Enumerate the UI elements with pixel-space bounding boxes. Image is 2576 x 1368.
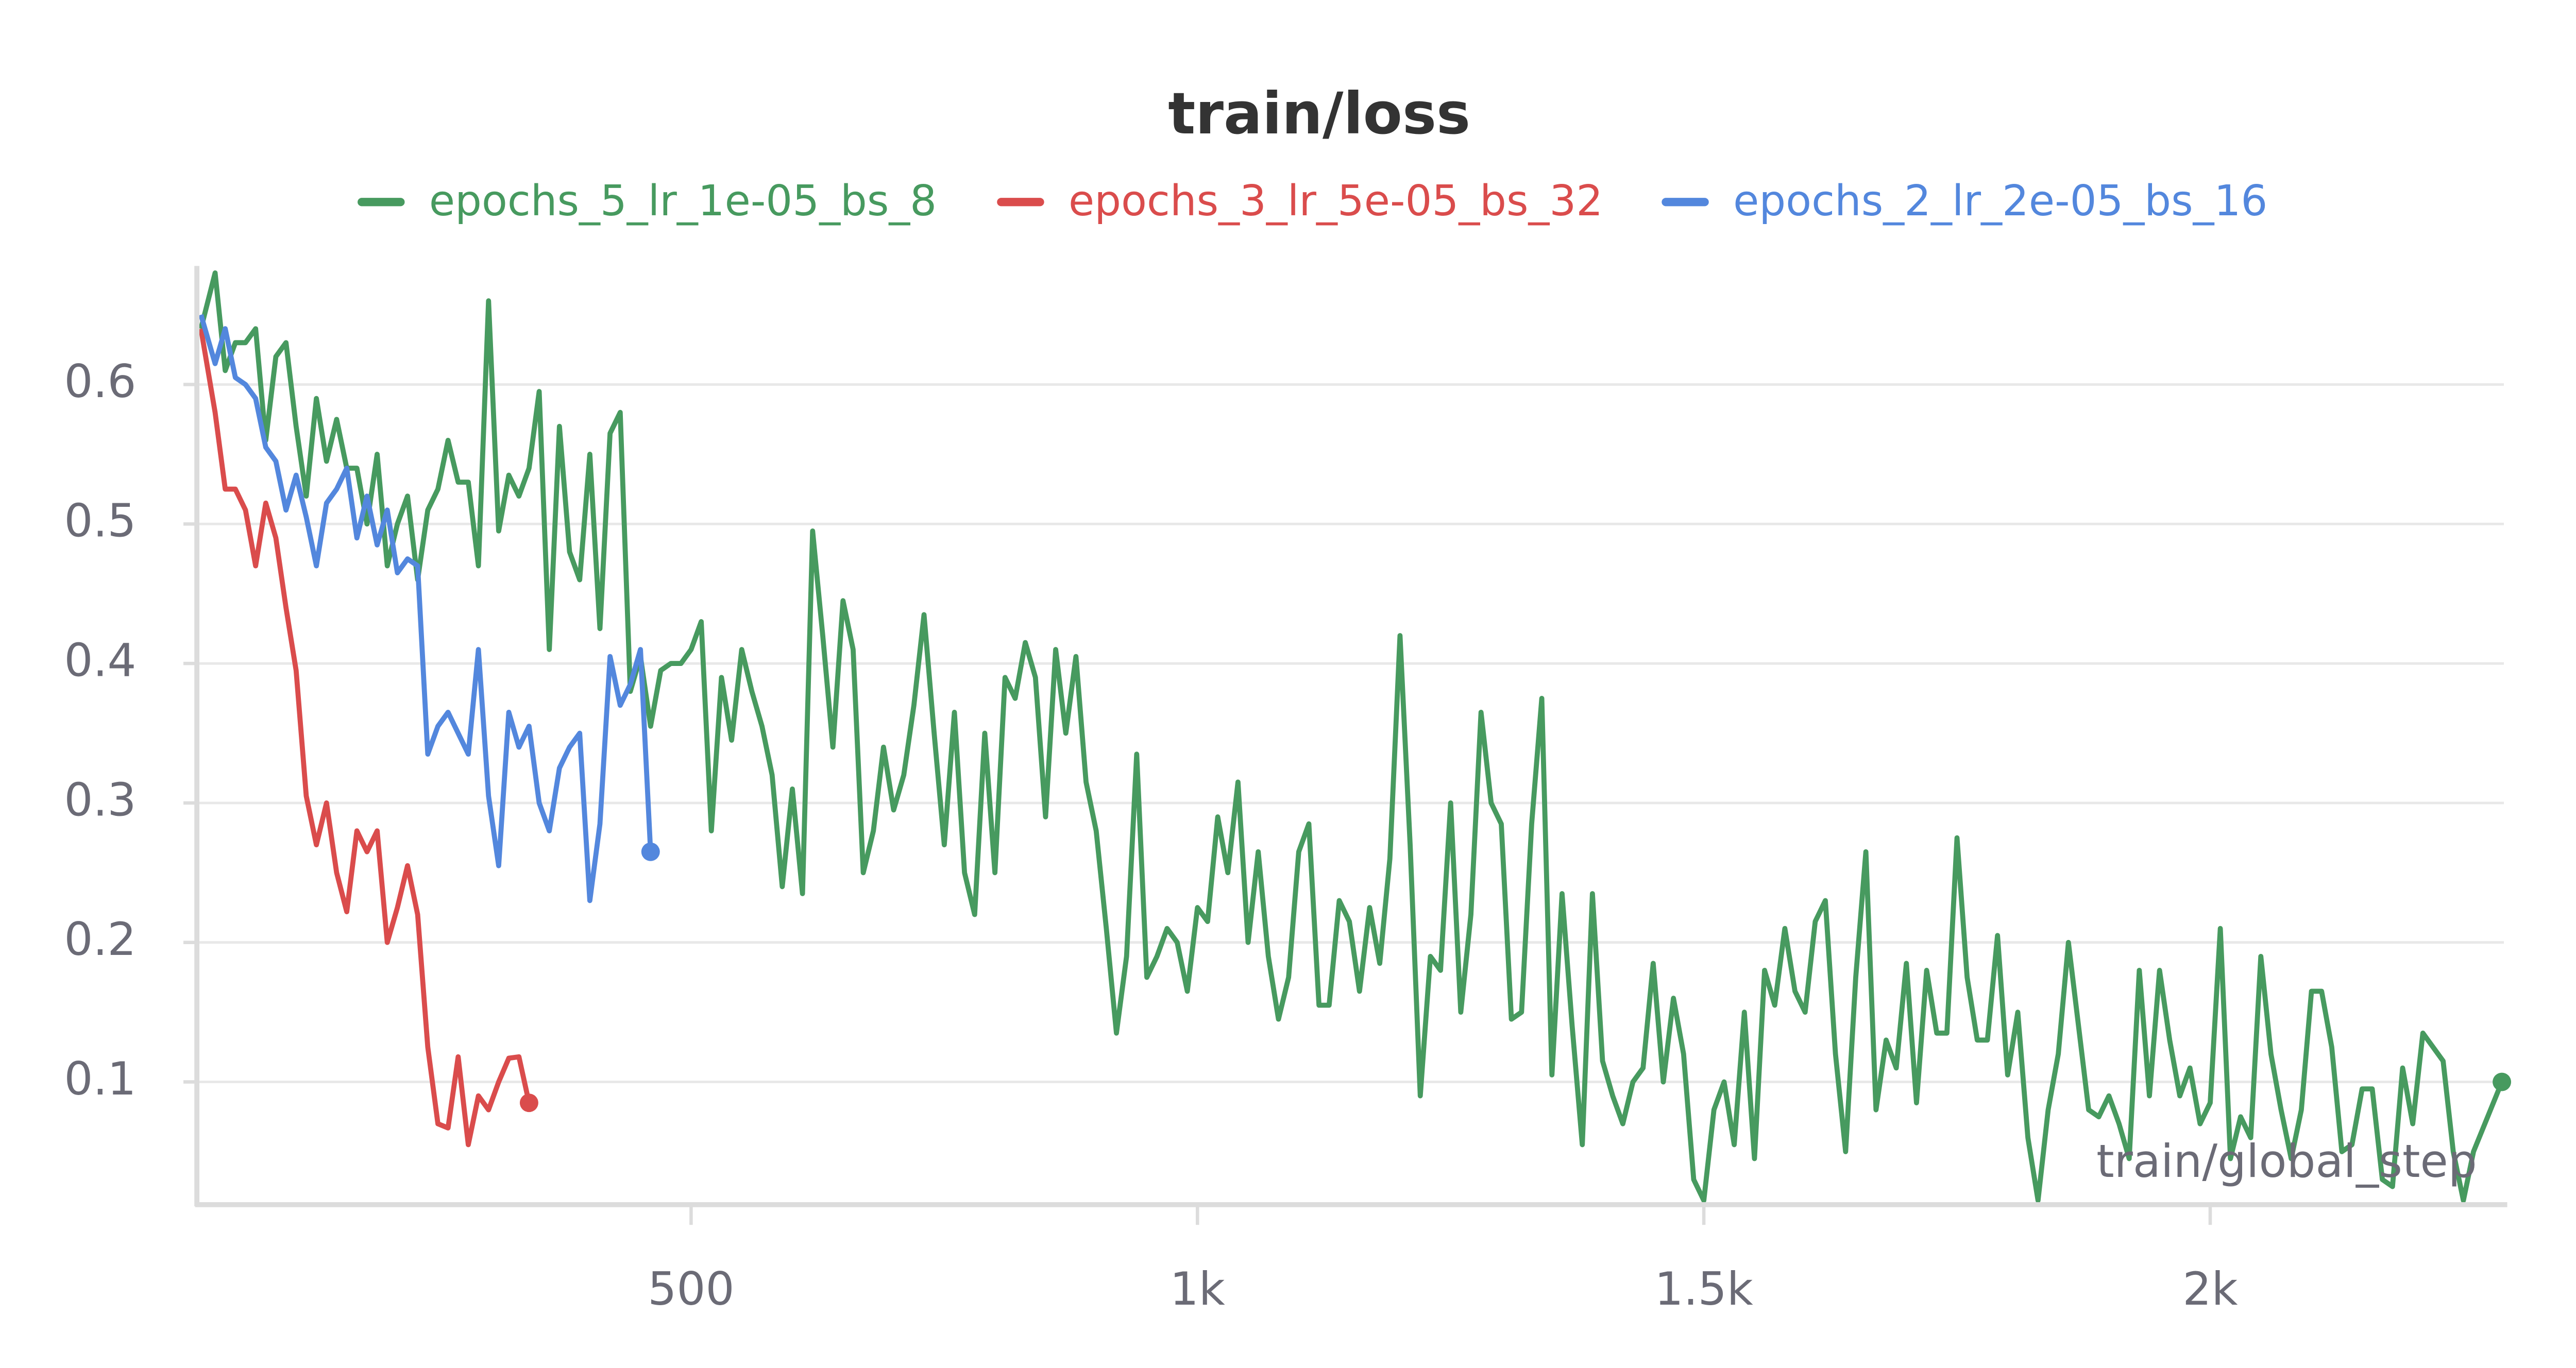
- y-tick-label: 0.4: [64, 634, 136, 687]
- end-point: [641, 842, 660, 861]
- x-axis-label: train/global_step: [2096, 1135, 2477, 1188]
- legend-label: epochs_5_lr_1e-05_bs_8: [429, 177, 937, 226]
- series-line: [198, 270, 2504, 1203]
- chart-title: train/loss: [1168, 81, 1470, 147]
- x-tick-label: 1k: [1170, 1262, 1225, 1315]
- lines: [198, 270, 2512, 1203]
- legend-label: epochs_2_lr_2e-05_bs_16: [1733, 177, 2267, 226]
- series-line: [198, 314, 653, 903]
- y-tick-label: 0.2: [64, 913, 136, 966]
- y-tick-label: 0.1: [64, 1052, 136, 1105]
- end-point: [2493, 1072, 2512, 1091]
- legend-label: epochs_3_lr_5e-05_bs_32: [1069, 177, 1603, 226]
- grid: 0.1 0.2 0.3 0.4 0.5 0.6 500 1k 1.5k 2k: [64, 355, 2504, 1315]
- x-tick-label: 500: [648, 1262, 734, 1315]
- series-line: [198, 328, 532, 1148]
- x-tick-label: 2k: [2182, 1262, 2238, 1315]
- y-tick-label: 0.6: [64, 355, 136, 408]
- y-tick-label: 0.3: [64, 773, 136, 826]
- x-tick-label: 1.5k: [1654, 1262, 1753, 1315]
- end-point: [519, 1093, 538, 1113]
- y-tick-label: 0.5: [64, 494, 136, 548]
